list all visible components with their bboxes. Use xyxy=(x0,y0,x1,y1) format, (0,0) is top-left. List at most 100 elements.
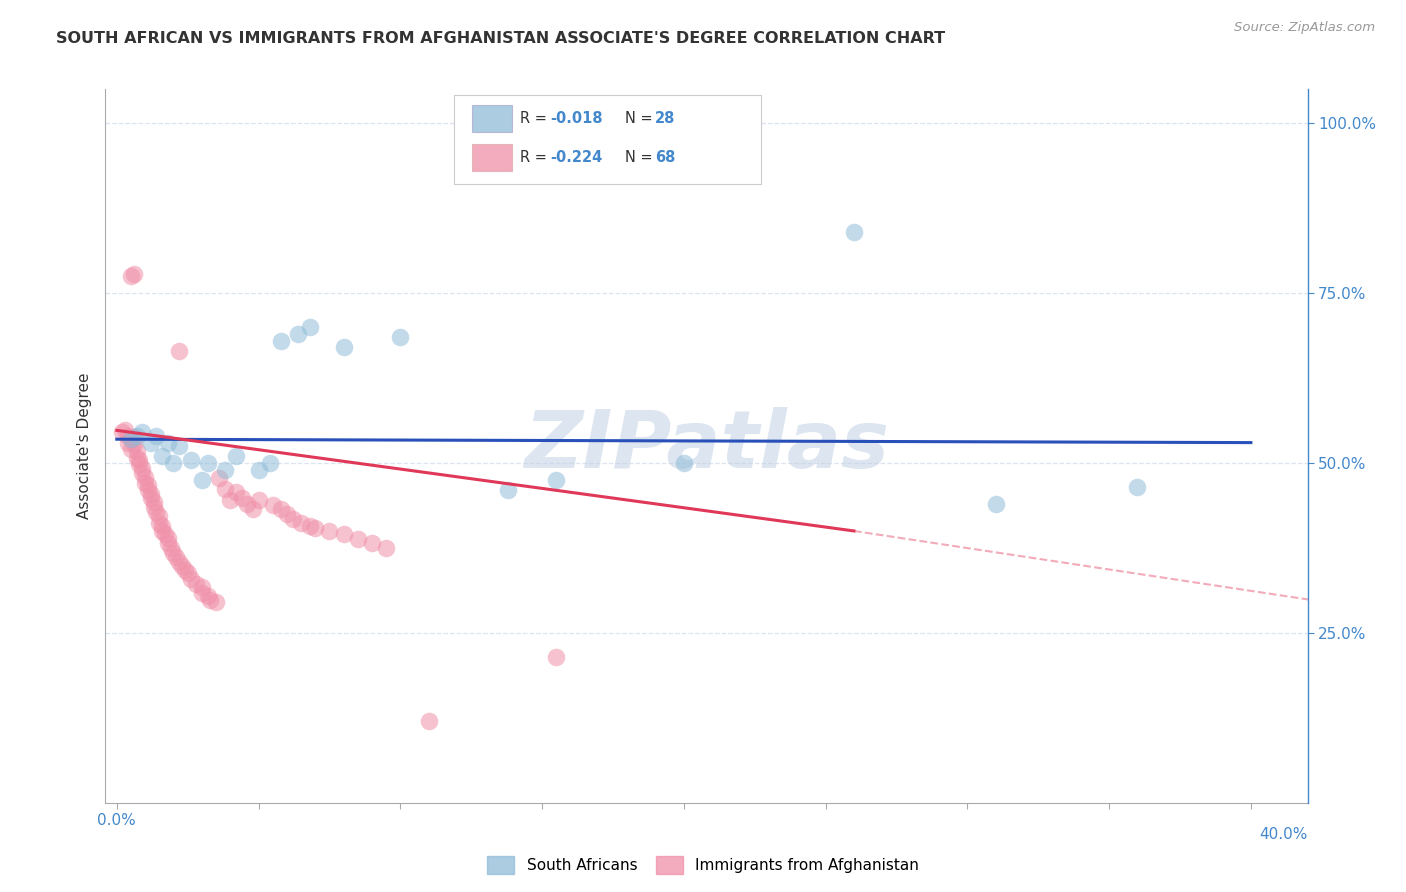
Point xyxy=(179,452,201,467)
Point xyxy=(131,461,153,475)
Point xyxy=(197,589,219,603)
Point xyxy=(225,449,247,463)
Point xyxy=(156,531,179,545)
Point xyxy=(142,500,165,515)
Point xyxy=(139,486,162,500)
Point xyxy=(128,452,150,467)
Point xyxy=(131,425,153,440)
Point xyxy=(111,425,134,440)
Point xyxy=(170,559,193,574)
Point xyxy=(167,439,190,453)
Point xyxy=(167,555,190,569)
Point xyxy=(145,505,167,519)
Text: N =: N = xyxy=(624,150,657,165)
Point xyxy=(145,429,167,443)
Point xyxy=(242,502,264,516)
Text: -0.018: -0.018 xyxy=(550,111,603,126)
Point xyxy=(148,508,170,523)
Point xyxy=(247,463,270,477)
Point xyxy=(346,532,368,546)
Point xyxy=(418,714,440,729)
Point xyxy=(150,449,173,463)
Point xyxy=(150,518,173,533)
Point xyxy=(1126,480,1149,494)
Point xyxy=(205,595,228,609)
Point xyxy=(134,476,156,491)
Point xyxy=(136,477,159,491)
Point xyxy=(332,527,354,541)
Point xyxy=(148,516,170,530)
Point xyxy=(150,524,173,538)
Point xyxy=(236,497,259,511)
Point xyxy=(136,483,159,498)
Point xyxy=(672,456,695,470)
Point xyxy=(546,473,568,487)
Point xyxy=(191,580,214,594)
Point xyxy=(270,334,292,348)
Point xyxy=(247,493,270,508)
Point xyxy=(984,497,1007,511)
Text: R =: R = xyxy=(520,111,551,126)
Y-axis label: Associate's Degree: Associate's Degree xyxy=(77,373,93,519)
Point xyxy=(122,267,145,281)
Point xyxy=(114,423,136,437)
Point xyxy=(270,502,292,516)
Point xyxy=(142,495,165,509)
Point xyxy=(281,512,304,526)
Point xyxy=(298,518,321,533)
Point xyxy=(546,649,568,664)
Legend: South Africans, Immigrants from Afghanistan: South Africans, Immigrants from Afghanis… xyxy=(481,850,925,880)
Text: SOUTH AFRICAN VS IMMIGRANTS FROM AFGHANISTAN ASSOCIATE'S DEGREE CORRELATION CHAR: SOUTH AFRICAN VS IMMIGRANTS FROM AFGHANI… xyxy=(56,31,945,46)
Point xyxy=(219,493,242,508)
Point xyxy=(139,435,162,450)
Point xyxy=(120,269,142,284)
Point xyxy=(361,536,384,550)
Point xyxy=(156,536,179,550)
Text: ZIPatlas: ZIPatlas xyxy=(524,407,889,485)
Point xyxy=(842,225,865,239)
Point xyxy=(179,572,201,586)
Bar xyxy=(472,145,512,171)
Point xyxy=(173,563,195,577)
Point xyxy=(231,491,253,506)
Point xyxy=(290,516,312,530)
Point xyxy=(259,456,281,470)
Point xyxy=(125,429,148,443)
Point xyxy=(120,432,142,446)
Point xyxy=(332,341,354,355)
Text: Source: ZipAtlas.com: Source: ZipAtlas.com xyxy=(1234,21,1375,34)
Point xyxy=(120,432,142,446)
Point xyxy=(139,491,162,506)
Point xyxy=(496,483,519,498)
Point xyxy=(225,484,247,499)
Text: N =: N = xyxy=(624,111,657,126)
Point xyxy=(186,577,208,591)
Point xyxy=(298,320,321,334)
Point xyxy=(375,541,398,555)
Point xyxy=(287,326,309,341)
Point xyxy=(117,435,139,450)
Point xyxy=(318,524,340,538)
Point xyxy=(191,586,214,600)
Text: -0.224: -0.224 xyxy=(550,150,603,165)
Point xyxy=(197,456,219,470)
Text: 28: 28 xyxy=(655,111,675,126)
Text: 68: 68 xyxy=(655,150,675,165)
Point xyxy=(200,593,222,607)
Point xyxy=(122,430,145,444)
Point xyxy=(153,527,176,541)
Point xyxy=(304,520,326,534)
Point xyxy=(125,443,148,458)
Point xyxy=(117,429,139,443)
Point xyxy=(165,549,187,564)
Point xyxy=(214,463,236,477)
Point xyxy=(191,473,214,487)
Point xyxy=(162,456,184,470)
Point xyxy=(156,435,179,450)
Text: R =: R = xyxy=(520,150,551,165)
Point xyxy=(122,437,145,451)
Point xyxy=(162,546,184,560)
Point xyxy=(167,343,190,358)
Point xyxy=(276,507,298,521)
FancyBboxPatch shape xyxy=(454,95,761,184)
